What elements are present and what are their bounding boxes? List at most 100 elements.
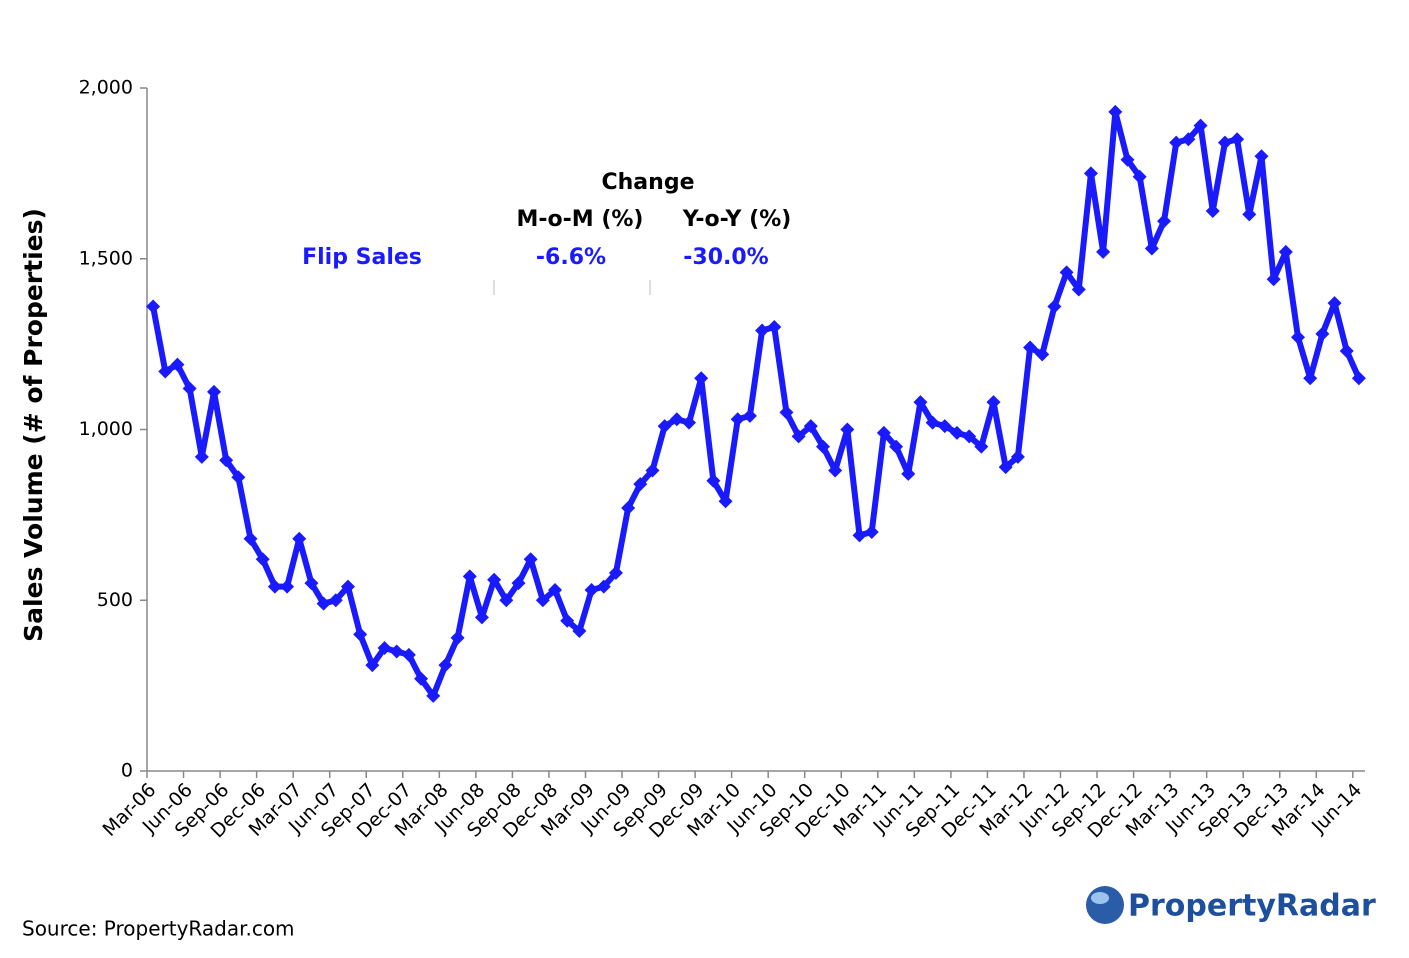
y-tick-label: 1,500 [79, 247, 133, 269]
marker [1303, 371, 1318, 386]
marker [377, 641, 392, 656]
marker [913, 395, 928, 410]
marker [158, 364, 173, 379]
marker [682, 415, 697, 430]
source: Source: PropertyRadar.com [22, 917, 295, 941]
marker [535, 593, 550, 608]
table-column: Y-o-Y (%) [682, 207, 792, 232]
logo-globe [1086, 886, 1124, 924]
marker [1193, 118, 1208, 133]
marker [852, 528, 867, 543]
marker [1023, 340, 1038, 355]
marker [255, 552, 270, 567]
marker [1327, 296, 1342, 311]
marker [414, 671, 429, 686]
table-cell: -30.0% [683, 245, 768, 270]
marker [243, 531, 258, 546]
marker [1071, 282, 1086, 297]
y-tick-label: 2,000 [79, 77, 133, 99]
marker [828, 463, 843, 478]
marker [1035, 347, 1050, 362]
marker [755, 323, 770, 338]
marker [474, 610, 489, 625]
marker [426, 688, 441, 703]
marker [1339, 343, 1354, 358]
marker [328, 593, 343, 608]
marker [170, 357, 185, 372]
y-tick-label: 1,000 [79, 418, 133, 440]
marker [1132, 169, 1147, 184]
marker [499, 593, 514, 608]
marker [633, 477, 648, 492]
marker [292, 531, 307, 546]
marker [779, 405, 794, 420]
marker [1254, 149, 1269, 164]
marker [1266, 272, 1281, 287]
marker [340, 579, 355, 594]
marker [1181, 132, 1196, 147]
marker [219, 453, 234, 468]
marker [718, 494, 733, 509]
series-line [150, 108, 1362, 699]
marker [876, 425, 891, 440]
table-cell: -6.6% [536, 245, 606, 270]
marker [657, 419, 672, 434]
marker [815, 439, 830, 454]
marker [864, 524, 879, 539]
marker [706, 473, 721, 488]
marker [523, 552, 538, 567]
table-row-label: Flip Sales [302, 245, 422, 270]
marker [596, 579, 611, 594]
marker [949, 425, 964, 440]
marker [182, 381, 197, 396]
marker [511, 576, 526, 591]
marker [1144, 241, 1159, 256]
marker [572, 623, 587, 638]
marker [1351, 371, 1366, 386]
marker [389, 644, 404, 659]
marker [669, 412, 684, 427]
marker [937, 419, 952, 434]
marker [353, 627, 368, 642]
marker [1108, 104, 1123, 119]
marker [621, 501, 636, 516]
marker [462, 569, 477, 584]
marker [548, 583, 563, 598]
marker [767, 320, 782, 335]
marker [401, 647, 416, 662]
marker [194, 449, 209, 464]
marker [889, 439, 904, 454]
marker [962, 429, 977, 444]
marker [1157, 214, 1172, 229]
marker [608, 565, 623, 580]
marker [267, 579, 282, 594]
marker [1291, 330, 1306, 345]
marker [1120, 152, 1135, 167]
marker [998, 460, 1013, 475]
logo-highlight [1091, 892, 1109, 904]
marker [146, 299, 161, 314]
marker [925, 415, 940, 430]
marker [487, 572, 502, 587]
marker [206, 384, 221, 399]
marker [803, 419, 818, 434]
marker [365, 658, 380, 673]
marker [584, 583, 599, 598]
marker [1047, 299, 1062, 314]
marker [742, 408, 757, 423]
marker [986, 395, 1001, 410]
marker [1169, 135, 1184, 150]
marker [316, 596, 331, 611]
marker [1278, 244, 1293, 259]
marker [901, 466, 916, 481]
marker [974, 439, 989, 454]
marker [231, 470, 246, 485]
marker [791, 429, 806, 444]
marker [840, 422, 855, 437]
table-column: M-o-M (%) [517, 207, 644, 232]
marker [1217, 135, 1232, 150]
marker [1242, 207, 1257, 222]
marker [450, 630, 465, 645]
marker [1205, 203, 1220, 218]
y-tick-label: 500 [97, 589, 133, 611]
